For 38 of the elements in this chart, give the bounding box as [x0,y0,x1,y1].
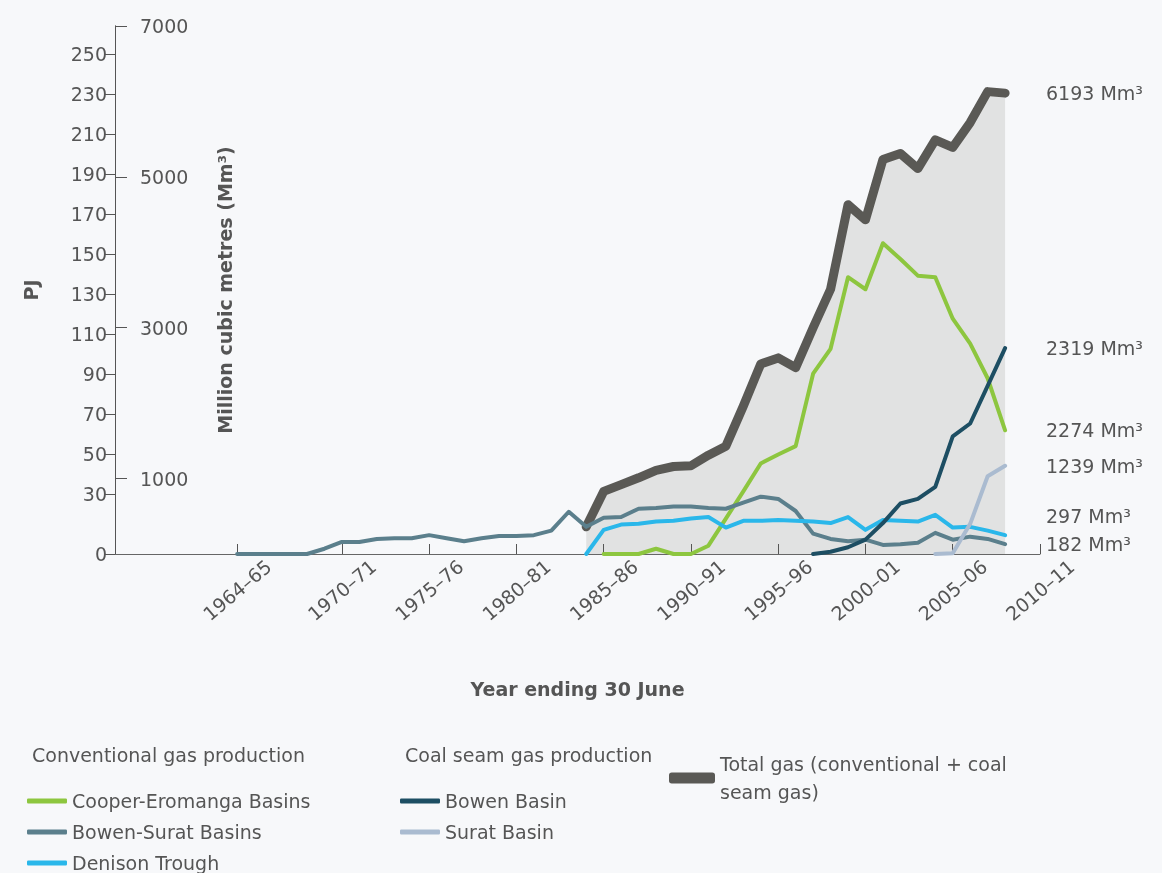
line-series [235,494,1008,556]
y2-tick-label: 7000 [140,15,189,37]
y-tick-label: 0 [94,543,107,565]
text: 297 Mm³ [1046,505,1131,528]
y-tick-label: 30 [82,483,107,505]
text: 1239 Mm³ [1046,454,1143,477]
y-tick-label: 150 [70,243,107,265]
y-tick-label: 130 [70,283,107,305]
y2-tick-label: 5000 [140,165,189,188]
legend-label: Bowen-Surat Basins [72,821,262,843]
text: 6193 Mm³ [1046,82,1143,105]
text: Coal seam gas production [405,743,653,766]
line-series [811,346,1008,556]
legend-label: Bowen Basin [445,790,567,812]
text: Conventional gas production [32,743,305,766]
line-series [601,241,1008,556]
legend-label: Surat Basin [445,821,554,843]
y-tick-label: 50 [82,443,107,465]
y-tick-label: 230 [70,83,107,105]
legend-label: Cooper-Eromanga Basins [72,790,311,812]
text: 182 Mm³ [1046,533,1131,556]
y2-axis-title: Million cubic metres (Mm³) [214,146,236,434]
y-tick-label: 110 [70,323,107,345]
text: 2274 Mm³ [1046,419,1143,442]
y-tick-label: 250 [70,43,107,65]
text: 2319 Mm³ [1046,337,1143,360]
x-axis-title: Year ending 30 June [469,677,685,700]
y-tick-label: 190 [70,163,107,185]
y2-tick-label: 1000 [140,467,189,490]
y-tick-label: 70 [82,403,107,425]
y-tick-label: 90 [82,363,107,385]
legend-label: Total gas (conventional + coal seam gas) [719,753,1013,803]
y-tick-label: 170 [70,203,107,225]
y-tick-label: 210 [70,123,107,145]
y2-tick-label: 3000 [140,316,189,339]
line-series [584,512,1008,556]
line-series [933,463,1008,556]
y-axis-title: PJ [19,279,42,301]
